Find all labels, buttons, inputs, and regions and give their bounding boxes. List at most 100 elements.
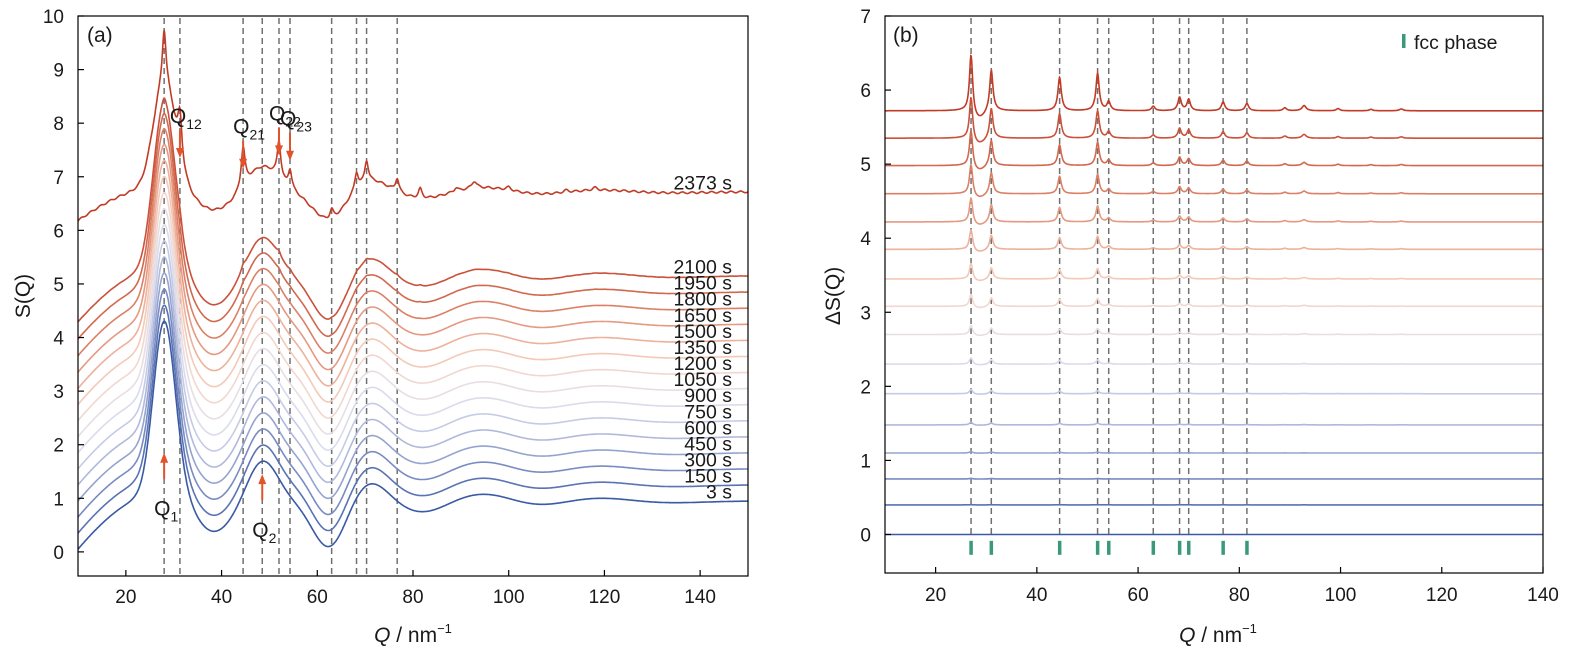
annotation-arrow-head-Q22	[275, 145, 283, 156]
panel-b-label: (b)	[893, 24, 919, 47]
x-tick-label-80: 80	[402, 587, 423, 608]
b-y-tick-label-4: 4	[860, 229, 871, 250]
difference-curve-4	[885, 421, 1543, 426]
b-y-tick-label-7: 7	[860, 7, 871, 28]
difference-curve-12	[885, 163, 1543, 197]
annotation-label-Q21: Q21	[233, 116, 265, 143]
y-tick-label-1: 1	[53, 489, 64, 510]
panel-b-reference-lines	[970, 18, 1248, 535]
difference-curve-6	[885, 357, 1543, 366]
series-line-1500-s	[78, 159, 748, 389]
difference-curve-7	[885, 324, 1543, 337]
series-line-300-s	[78, 288, 748, 518]
fcc-marker-8	[1221, 540, 1225, 555]
b-y-tick-label-3: 3	[860, 303, 871, 324]
difference-curve-14	[885, 96, 1543, 143]
series-line-1650-s	[78, 143, 748, 373]
annotation-Q1: Q1	[154, 452, 178, 525]
difference-curve-3	[885, 450, 1543, 454]
time-label-750-s: 750 s	[684, 401, 732, 423]
y-tick-label-10: 10	[43, 7, 64, 28]
time-label-1950-s: 1950 s	[673, 273, 732, 295]
panel-b-fcc-markers	[969, 540, 1249, 555]
difference-curve-10	[885, 229, 1543, 252]
series-line-1950-s	[78, 112, 748, 340]
annotation-label-Q23: Q23	[280, 108, 312, 135]
x-tick-label-140: 140	[684, 587, 716, 608]
panel-b-axes-frame	[884, 15, 1544, 574]
b-y-tick-label-0: 0	[860, 525, 871, 546]
series-line-2100-s	[78, 97, 748, 323]
time-label-1500-s: 1500 s	[673, 321, 732, 343]
panel-b-ticks: 20 40 60 80 100 120 140 0 1 2 3 4 5 6 7	[860, 7, 1558, 606]
time-label-600-s: 600 s	[684, 417, 732, 439]
b-x-tick-label-20: 20	[925, 585, 946, 606]
panel-a-ticks: 20 40 60 80 100 120 140 0 1 2 3 4 5 6 7 8 9 10	[43, 7, 716, 608]
difference-curve-9	[885, 262, 1543, 282]
b-x-tick-label-80: 80	[1229, 585, 1250, 606]
time-label-2373-s: 2373 s	[673, 172, 732, 194]
time-label-300-s: 300 s	[684, 450, 732, 472]
annotation-arrow-head-Q12	[175, 148, 184, 159]
annotation-arrow-head-Q21	[239, 158, 248, 169]
annotation-label-Q12: Q12	[170, 105, 202, 132]
x-tick-label-120: 120	[589, 587, 621, 608]
b-x-tick-label-60: 60	[1128, 585, 1149, 606]
fcc-marker-4	[1107, 540, 1111, 555]
time-label-450-s: 450 s	[684, 433, 732, 455]
panel-a-curves	[78, 30, 748, 550]
series-line-1050-s	[78, 207, 748, 438]
fcc-marker-1	[989, 540, 994, 555]
b-y-tick-label-5: 5	[860, 155, 871, 176]
difference-curve-8	[885, 293, 1543, 309]
legend-fcc-label: fcc phase	[1414, 32, 1497, 54]
series-line-750-s	[78, 240, 748, 470]
fcc-marker-7	[1186, 540, 1191, 555]
time-label-1650-s: 1650 s	[673, 305, 732, 327]
fcc-marker-2	[1057, 540, 1062, 555]
panel-b-curves	[885, 54, 1543, 536]
panel-a-label: (a)	[87, 24, 113, 47]
b-x-tick-label-140: 140	[1527, 585, 1559, 606]
annotation-label-Q1: Q1	[154, 498, 178, 525]
y-tick-label-4: 4	[53, 329, 64, 350]
annotation-Q21: Q21	[233, 116, 265, 169]
series-line-1800-s	[78, 128, 748, 357]
time-label-1350-s: 1350 s	[673, 337, 732, 359]
b-y-tick-label-1: 1	[860, 451, 871, 472]
y-tick-label-3: 3	[53, 382, 64, 403]
difference-curve-11	[885, 197, 1543, 225]
fcc-marker-6	[1177, 540, 1182, 555]
annotation-Q12: Q12	[170, 105, 202, 159]
annotation-arrow-head-Q2	[258, 474, 267, 485]
y-tick-label-5: 5	[53, 275, 64, 296]
series-line-3-s	[78, 320, 748, 550]
fcc-marker-0	[969, 540, 973, 555]
series-line-150-s	[78, 304, 748, 534]
fcc-marker-3	[1095, 540, 1100, 555]
series-line-450-s	[78, 272, 748, 502]
x-tick-label-100: 100	[493, 587, 525, 608]
b-x-tick-label-100: 100	[1325, 585, 1357, 606]
annotation-arrow-head-Q23	[286, 150, 295, 161]
panel-b-xlabel: Q / nm−1	[1179, 621, 1257, 647]
annotation-Q23: Q23	[280, 108, 312, 161]
difference-curve-15	[885, 54, 1543, 117]
time-label-1200-s: 1200 s	[673, 353, 732, 375]
difference-curve-13	[885, 130, 1543, 170]
panel-b-ylabel: ΔS(Q)	[822, 267, 845, 325]
fcc-marker-9	[1245, 540, 1249, 555]
panel-a-ylabel: S(Q)	[12, 274, 35, 318]
b-x-tick-label-40: 40	[1026, 585, 1047, 606]
x-tick-label-40: 40	[211, 587, 232, 608]
y-tick-label-6: 6	[53, 221, 64, 242]
y-tick-label-0: 0	[53, 543, 64, 564]
time-label-1050-s: 1050 s	[673, 369, 732, 391]
legend-fcc-marker	[1402, 34, 1406, 48]
difference-curve-5	[885, 388, 1543, 395]
panel-a-xlabel: Q / nm−1	[374, 621, 452, 647]
x-tick-label-20: 20	[115, 587, 136, 608]
